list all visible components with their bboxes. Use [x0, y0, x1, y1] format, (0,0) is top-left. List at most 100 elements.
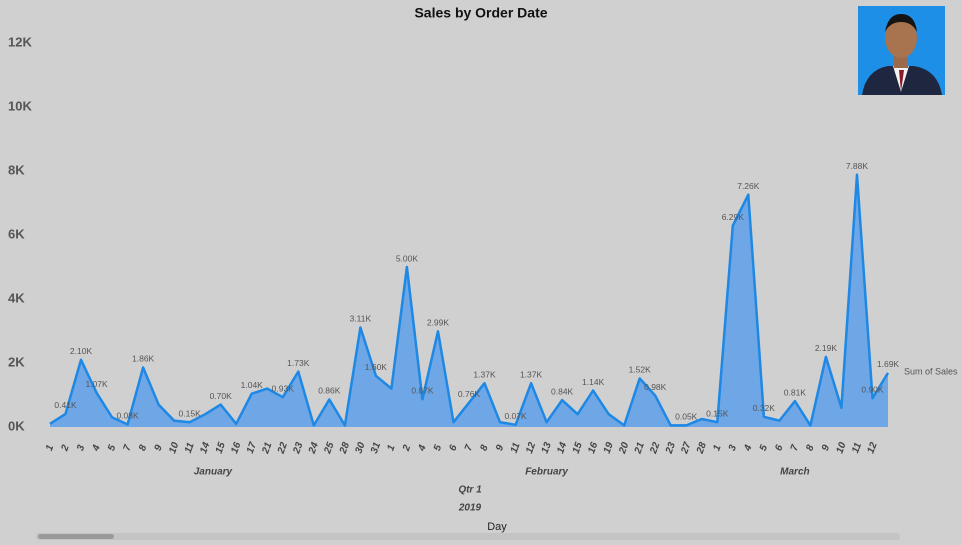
- x-tick-label: 16: [586, 441, 600, 456]
- data-label: 2.19K: [815, 343, 838, 353]
- data-label: 5.00K: [396, 253, 419, 263]
- data-label: 0.90K: [861, 384, 884, 394]
- x-tick-label: 12: [524, 441, 538, 456]
- data-label: 1.60K: [365, 362, 388, 372]
- data-label: 0.15K: [706, 408, 729, 418]
- data-label: 0.93K: [272, 383, 295, 393]
- month-label: February: [525, 467, 568, 478]
- x-tick-label: 15: [214, 441, 228, 456]
- x-tick-label: 11: [850, 441, 864, 455]
- data-label: 0.70K: [210, 391, 233, 401]
- y-tick-label: 6K: [8, 226, 25, 241]
- x-tick-label: 3: [75, 443, 87, 452]
- data-label: 1.14K: [582, 377, 605, 387]
- x-tick-label: 22: [648, 441, 663, 457]
- data-label: 6.29K: [722, 212, 745, 222]
- x-tick-label: 12: [866, 441, 880, 456]
- y-tick-label: 4K: [8, 290, 25, 305]
- data-label: 0.84K: [551, 386, 574, 396]
- x-tick-label: 25: [322, 441, 337, 457]
- x-tick-label: 11: [183, 441, 197, 455]
- data-label: 7.88K: [846, 161, 869, 171]
- x-tick-label: 2: [59, 443, 72, 453]
- data-label: 1.86K: [132, 354, 155, 364]
- x-tick-label: 10: [167, 441, 181, 456]
- x-tick-label: 4: [90, 443, 103, 453]
- data-label: 1.69K: [877, 359, 900, 369]
- x-tick-label: 9: [153, 443, 165, 452]
- x-tick-label: 15: [571, 441, 585, 456]
- data-label: 0.15K: [179, 408, 202, 418]
- data-label: 0.05K: [675, 412, 698, 422]
- x-tick-label: 6: [773, 443, 785, 452]
- x-tick-label: 21: [632, 441, 647, 457]
- x-tick-label: 23: [291, 441, 306, 457]
- data-label: 0.98K: [644, 382, 667, 392]
- x-tick-label: 22: [275, 441, 290, 457]
- data-label: 1.37K: [473, 369, 496, 379]
- x-tick-label: 13: [540, 441, 554, 456]
- x-tick-label: 5: [758, 443, 770, 452]
- y-tick-label: 12K: [8, 34, 32, 49]
- data-label: 1.07K: [85, 379, 108, 389]
- y-tick-label: 0K: [8, 418, 25, 433]
- y-tick-label: 10K: [8, 98, 32, 113]
- x-tick-label: 1: [385, 443, 397, 452]
- x-tick-label: 7: [789, 443, 801, 452]
- x-tick-label: 8: [804, 443, 816, 452]
- scrollbar-thumb[interactable]: [38, 534, 114, 539]
- data-label: 1.52K: [629, 365, 652, 375]
- x-tick-label: 11: [509, 441, 523, 455]
- data-label: 2.10K: [70, 346, 93, 356]
- x-tick-label: 28: [338, 441, 353, 457]
- month-label: January: [194, 467, 233, 478]
- x-tick-label: 1: [44, 443, 56, 452]
- x-tick-label: 6: [447, 443, 459, 452]
- x-tick-label: 2: [401, 443, 414, 453]
- legend: Sum of Sales: [904, 366, 958, 376]
- x-tick-label: 19: [602, 441, 616, 456]
- x-tick-label: 4: [742, 443, 755, 453]
- x-tick-label: 4: [416, 443, 429, 453]
- x-tick-label: 9: [820, 443, 832, 452]
- data-label: 0.07K: [504, 411, 527, 421]
- x-tick-label: 23: [663, 441, 678, 457]
- data-label: 0.08K: [116, 411, 139, 421]
- x-tick-label: 10: [835, 441, 849, 456]
- x-tick-label: 8: [479, 443, 491, 452]
- data-label: 0.81K: [784, 387, 807, 397]
- data-label: 0.32K: [753, 403, 776, 413]
- x-tick-label: 20: [617, 441, 632, 457]
- x-tick-label: 7: [463, 443, 475, 452]
- data-label: 1.73K: [287, 358, 310, 368]
- x-tick-label: 5: [432, 443, 444, 452]
- data-label: 0.86K: [318, 386, 341, 396]
- data-label: 1.37K: [520, 369, 543, 379]
- data-label: 7.26K: [737, 181, 760, 191]
- x-tick-label: 9: [494, 443, 506, 452]
- y-tick-label: 8K: [8, 162, 25, 177]
- x-tick-label: 30: [353, 441, 367, 456]
- x-tick-label: 16: [229, 441, 243, 456]
- chart-title: Sales by Order Date: [414, 5, 547, 21]
- month-label: March: [780, 467, 809, 478]
- x-tick-label: 31: [369, 441, 383, 456]
- x-tick-label: 14: [198, 441, 212, 456]
- x-tick-label: 17: [245, 441, 259, 456]
- x-tick-label: 3: [727, 443, 739, 452]
- data-label: 2.99K: [427, 318, 450, 328]
- x-tick-label: 1: [711, 443, 723, 452]
- data-label: 0.76K: [458, 389, 481, 399]
- x-tick-label: 7: [122, 443, 134, 452]
- quarter-label: Qtr 1: [458, 485, 482, 496]
- data-label: 0.41K: [54, 400, 77, 410]
- x-tick-label: 14: [555, 441, 569, 456]
- x-axis-title: Day: [487, 521, 507, 533]
- x-tick-label: 27: [679, 441, 694, 457]
- x-tick-label: 21: [260, 441, 275, 457]
- x-tick-label: 28: [694, 441, 709, 457]
- scrollbar-track: [36, 533, 900, 540]
- data-label: 0.87K: [411, 385, 434, 395]
